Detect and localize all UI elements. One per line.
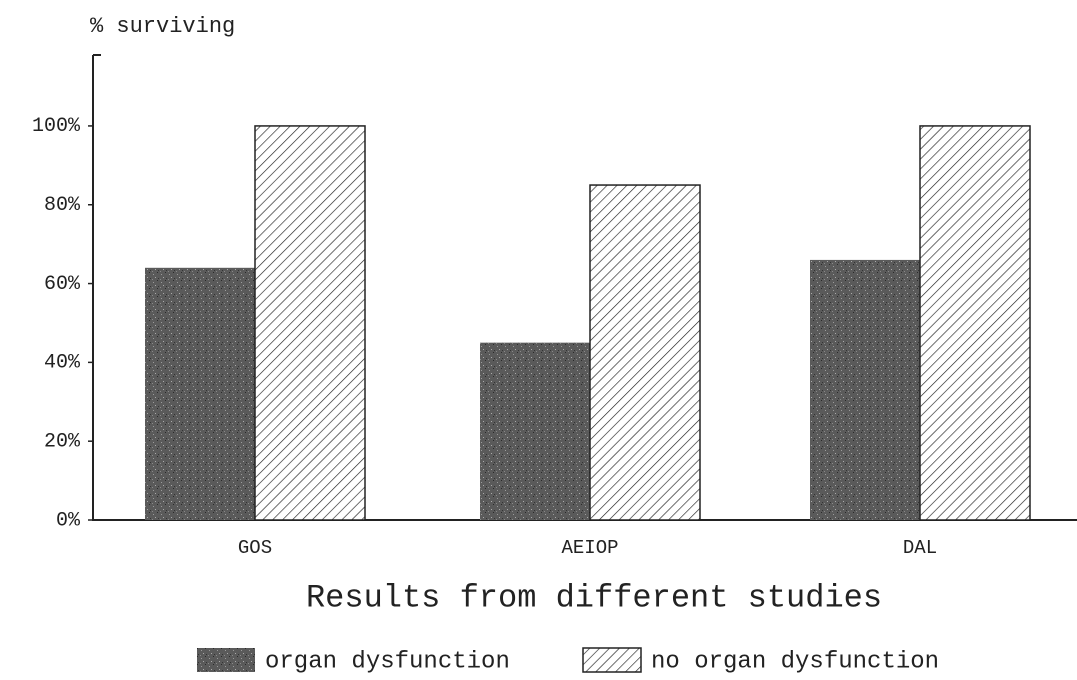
bar: [254, 125, 366, 521]
x-tick-label: AEIOP: [561, 537, 618, 559]
bar: [145, 267, 255, 520]
legend-swatch: [582, 647, 642, 673]
y-axis-label: % surviving: [90, 14, 235, 39]
legend-label: no organ dysfunction: [651, 648, 939, 675]
legend-swatch: [197, 648, 255, 672]
y-tick-label: 40%: [44, 352, 81, 375]
y-tick-label: 60%: [44, 273, 81, 296]
y-tick-label: 100%: [32, 115, 81, 138]
y-tick-label: 0%: [56, 509, 81, 532]
x-tick-label: DAL: [903, 537, 937, 559]
bar: [810, 259, 920, 520]
x-axis-label: Results from different studies: [306, 579, 882, 616]
bar: [589, 184, 701, 521]
y-tick-label: 80%: [44, 194, 81, 217]
x-tick-label: GOS: [238, 537, 272, 559]
legend-label: organ dysfunction: [265, 648, 510, 675]
bar: [480, 342, 590, 520]
bar: [919, 125, 1031, 521]
y-tick-label: 20%: [44, 430, 81, 453]
